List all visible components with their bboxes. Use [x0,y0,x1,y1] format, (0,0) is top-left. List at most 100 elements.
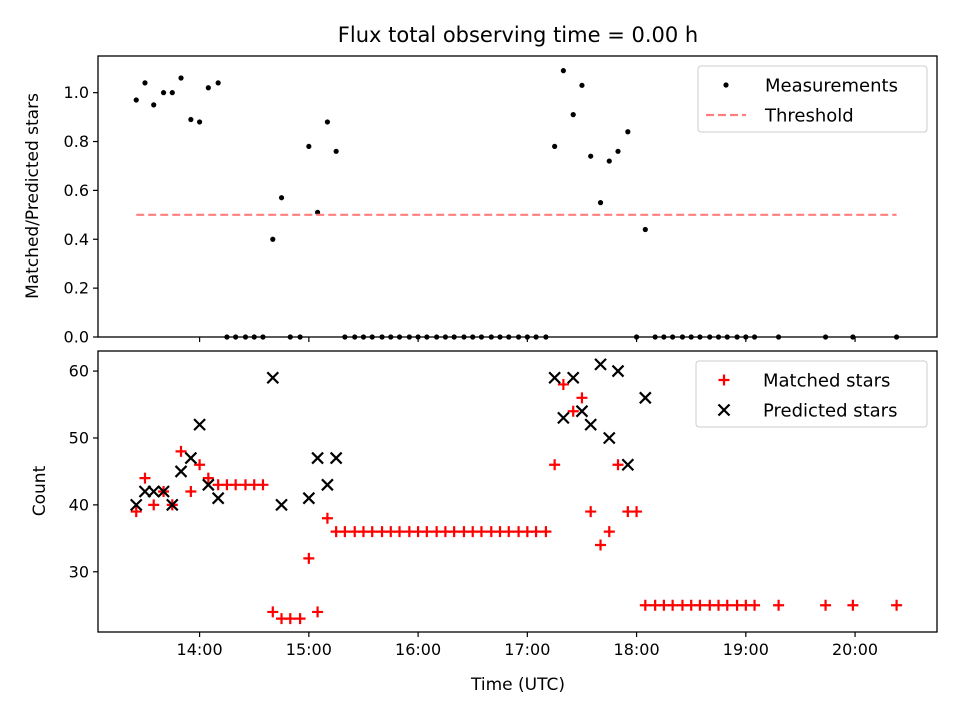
top-y-tick-label: 1.0 [64,83,89,102]
bottom-plot-marks [129,358,903,625]
predicted-point [266,371,280,385]
predicted-point [611,364,625,378]
bottom-x-axis-label: Time (UTC) [470,675,565,695]
predicted-point [321,478,334,492]
predicted-point [639,391,652,405]
matched-point [576,392,588,404]
matched-point [773,599,785,611]
matched-point [194,459,206,471]
bottom-y-tick-label: 50 [69,428,89,447]
bottom-x-tick-label: 18:00 [614,640,660,659]
bottom-y-tick-label: 60 [69,362,89,381]
matched-point [557,378,569,390]
legend-label: Predicted stars [763,401,897,422]
data-point [314,209,321,215]
predicted-point [166,498,179,512]
predicted-point [129,498,143,512]
legend-label: Matched stars [763,371,890,392]
matched-point [130,506,142,518]
data-point [205,85,211,91]
legend-swatch [723,82,729,88]
data-point [552,143,558,150]
matched-point [595,539,607,551]
predicted-point [557,411,570,425]
matched-point [567,405,579,417]
predicted-point [584,418,597,431]
data-point [333,148,339,154]
bottom-legend-box [695,360,928,428]
data-point [625,129,631,135]
bottom-legend: Matched stars Predicted stars [695,360,928,428]
data-point [606,158,612,164]
data-point [306,143,312,150]
matched-point [891,599,903,611]
data-point [324,119,331,125]
matched-point [312,606,324,618]
predicted-point [174,465,188,478]
bottom-x-tick-label: 16:00 [395,640,441,659]
predicted-point [275,498,288,512]
matched-point [585,506,597,518]
matched-point [321,512,333,524]
matched-point [540,526,552,538]
predicted-point [157,485,170,498]
data-point [215,80,221,86]
matched-point [339,526,351,538]
data-point [133,97,139,103]
matched-point [503,526,515,538]
matched-point [267,606,279,618]
bottom-x-tick-label: 15:00 [286,640,332,659]
matched-point [366,526,378,538]
data-point [169,90,175,96]
top-y-tick-label: 0.6 [64,181,89,200]
top-x-axis-ticks [198,337,856,342]
matched-point [175,445,187,457]
matched-point [721,599,733,611]
matched-point [530,526,542,538]
matched-point [631,506,643,518]
top-y-axis: 0.0 0.2 0.4 0.6 0.8 1.0 [64,83,98,347]
matched-point [603,526,615,538]
legend-label: Measurements [765,76,898,97]
predicted-point [329,451,343,465]
matched-point [257,479,269,491]
matched-point [148,499,160,511]
predicted-point [184,451,198,465]
matched-point [394,526,406,538]
data-point [270,236,276,242]
data-point [178,75,184,81]
matched-point [185,486,197,497]
matched-point [139,472,151,484]
predicted-point [602,431,616,445]
matched-point [694,599,706,611]
matched-point [667,599,679,611]
top-y-axis-label: Matched/Predicted stars [23,93,43,299]
predicted-point [193,418,206,431]
predicted-point [211,491,225,505]
matched-point [820,599,832,611]
data-point [196,119,203,125]
matched-point [749,599,761,611]
bottom-x-tick-label: 19:00 [723,640,769,659]
matched-point [448,526,460,538]
data-point [588,153,594,159]
data-point [278,195,285,201]
legend-label: Threshold [764,106,854,127]
top-plot-frame [97,55,938,338]
data-point [142,80,148,86]
bottom-y-axis: 30 40 50 60 [69,362,98,581]
legend-swatch [717,403,731,417]
bottom-plot-panel: 30 40 50 60 14:00 15:00 16:00 17:00 18:00 19:00 2… [30,350,938,695]
matched-point [284,613,296,625]
top-legend: Measurements Threshold [697,65,928,133]
matched-point [612,459,624,471]
top-y-tick-label: 0.4 [64,230,89,249]
predicted-point [302,491,316,505]
data-point [560,68,566,74]
bottom-y-tick-label: 40 [69,495,89,514]
legend-swatch [718,374,730,386]
predicted-point [566,371,580,385]
matched-point [202,472,214,484]
chart-title: Flux total observing time = 0.00 h [338,23,698,47]
